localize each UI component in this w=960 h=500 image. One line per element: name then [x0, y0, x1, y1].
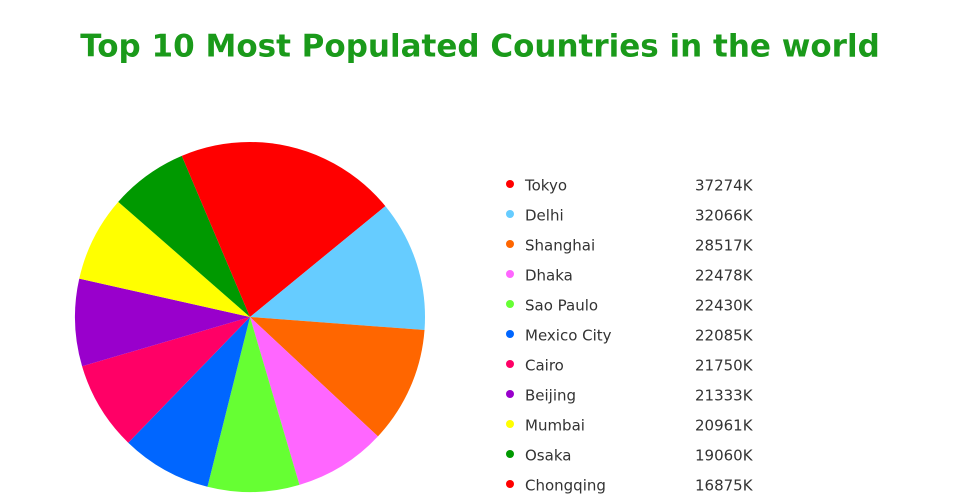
legend-marker [506, 450, 514, 458]
legend-value: 32066K [695, 207, 754, 225]
legend-marker [506, 180, 514, 188]
pie-slice [118, 155, 251, 317]
legend-value: 37274K [695, 177, 754, 195]
legend-label: Mumbai [525, 417, 585, 435]
legend-value: 16875K [695, 477, 754, 495]
legend-marker [506, 270, 514, 278]
pie-slice [207, 317, 300, 492]
pie-slice [74, 278, 250, 367]
legend-value: 19060K [695, 447, 754, 465]
legend-marker [506, 360, 514, 368]
legend-label: Mexico City [525, 327, 612, 345]
pie-slice [79, 201, 251, 317]
legend-label: Osaka [525, 447, 571, 465]
chart-title: Top 10 Most Populated Countries in the w… [80, 29, 880, 65]
legend-value: 28517K [695, 237, 754, 255]
pie-slice [250, 206, 425, 330]
pie-slice [82, 317, 251, 443]
legend-value: 22430K [695, 297, 754, 315]
legend-value: 21750K [695, 357, 754, 375]
pie-slice [250, 142, 386, 317]
pie-slice [250, 317, 425, 437]
legend-label: Delhi [525, 207, 564, 225]
legend-label: Beijing [525, 387, 576, 405]
legend-value: 20961K [695, 417, 754, 435]
legend-label: Cairo [525, 357, 564, 375]
legend-marker [506, 240, 514, 248]
legend-value: 21333K [695, 387, 754, 405]
legend-label: Shanghai [525, 237, 595, 255]
legend-label: Chongqing [525, 477, 606, 495]
legend-label: Dhaka [525, 267, 573, 285]
legend-marker [506, 210, 514, 218]
legend-marker [506, 300, 514, 308]
legend-marker [506, 330, 514, 338]
pie-slice [250, 317, 378, 485]
pie-slice [128, 317, 250, 487]
legend-value: 22085K [695, 327, 754, 345]
legend-label: Tokyo [524, 177, 567, 195]
legend-marker [506, 390, 514, 398]
pie-slice [181, 142, 250, 317]
legend-marker [506, 420, 514, 428]
legend-marker [506, 480, 514, 488]
legend-value: 22478K [695, 267, 754, 285]
legend-label: Sao Paulo [525, 297, 598, 315]
